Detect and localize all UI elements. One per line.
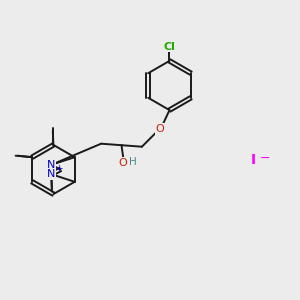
Text: N: N <box>47 169 56 179</box>
Text: +: + <box>55 164 62 173</box>
Text: Cl: Cl <box>164 41 175 52</box>
Text: H: H <box>129 157 136 167</box>
Text: N: N <box>47 160 56 170</box>
Text: O: O <box>118 158 127 168</box>
Text: O: O <box>155 124 164 134</box>
Text: −: − <box>260 152 270 165</box>
Text: I: I <box>251 154 256 167</box>
